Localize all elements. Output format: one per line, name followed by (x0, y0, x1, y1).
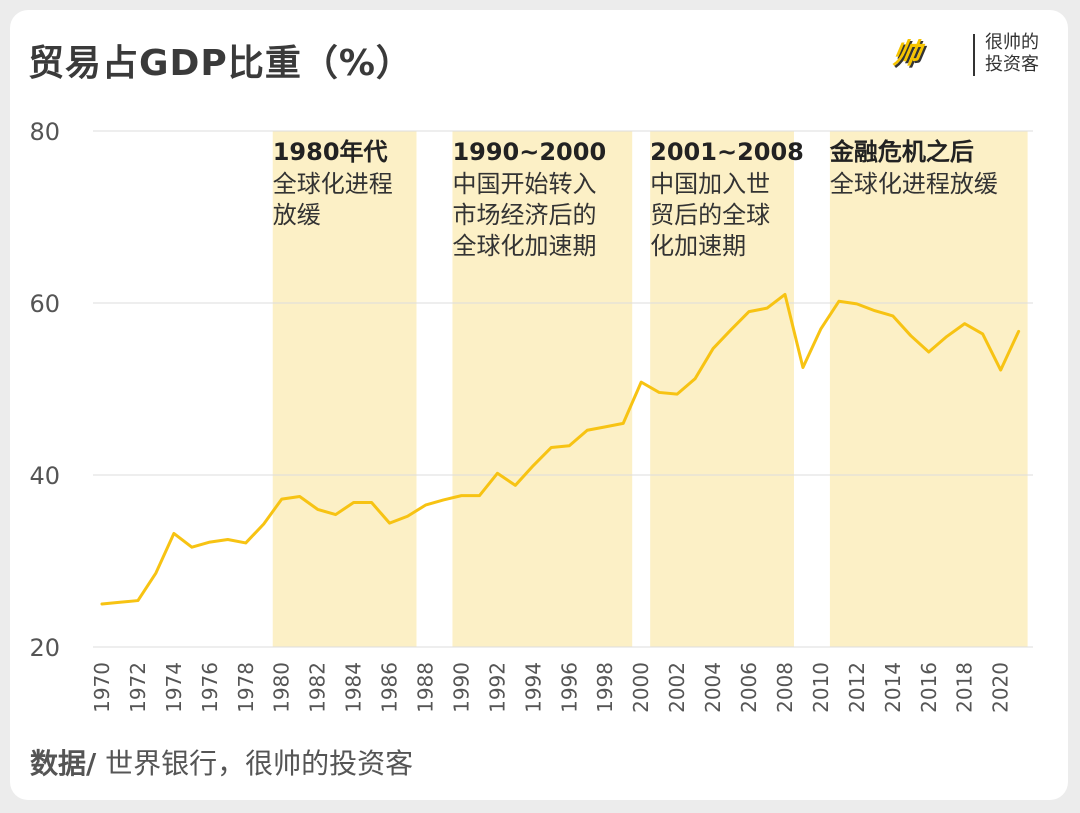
x-tick-label-1986: 1986 (378, 662, 402, 713)
x-tick-label-1988: 1988 (414, 662, 438, 713)
y-tick-label-40: 40 (29, 462, 60, 490)
x-tick-label-2010: 2010 (809, 662, 833, 713)
x-tick-label-1982: 1982 (306, 662, 330, 713)
logo-text: 很帅的 投资客 (985, 32, 1039, 76)
y-tick-label-20: 20 (29, 634, 60, 662)
x-tick-label-2002: 2002 (665, 662, 689, 713)
x-tick-label-2000: 2000 (629, 662, 653, 713)
annotation-title-3: 金融危机之后 (829, 138, 974, 166)
x-tick-label-1992: 1992 (485, 662, 509, 713)
x-tick-label-1994: 1994 (521, 662, 545, 713)
x-tick-label-1974: 1974 (162, 662, 186, 713)
logo-divider (973, 34, 975, 76)
x-tick-label-1990: 1990 (449, 662, 473, 713)
annotation-line-2-1: 贸后的全球 (650, 201, 770, 229)
annotation-line-0-0: 全球化进程 (273, 170, 393, 198)
x-tick-label-2004: 2004 (701, 662, 725, 713)
y-tick-label-80: 80 (29, 118, 60, 146)
logo-text-line2: 投资客 (985, 54, 1039, 75)
chart-title: 贸易占GDP比重（%） (28, 43, 413, 84)
period-band-1 (452, 131, 633, 647)
annotation-line-1-1: 市场经济后的 (452, 201, 596, 229)
x-tick-label-2006: 2006 (737, 662, 761, 713)
y-tick-label-60: 60 (29, 290, 60, 318)
x-tick-label-1976: 1976 (198, 662, 222, 713)
logo-text-line1: 很帅的 (985, 32, 1039, 53)
annotation-line-0-1: 放缓 (273, 201, 321, 229)
period-band-0 (272, 131, 417, 647)
x-tick-label-1984: 1984 (342, 662, 366, 713)
annotation-line-2-2: 化加速期 (650, 232, 746, 260)
annotation-line-1-0: 中国开始转入 (452, 170, 596, 198)
x-tick-label-2012: 2012 (845, 662, 869, 713)
source-label: 数据/ (30, 747, 97, 780)
x-tick-label-1980: 1980 (270, 662, 294, 713)
annotation-line-2-0: 中国加入世 (650, 170, 770, 198)
annotation-line-1-2: 全球化加速期 (452, 232, 596, 260)
series-line (100, 292, 1021, 606)
x-tick-label-2008: 2008 (773, 662, 797, 713)
source-note: 数据/ 世界银行，很帅的投资客 (30, 742, 413, 782)
x-tick-label-1996: 1996 (557, 662, 581, 713)
annotation-title-1: 1990~2000 (452, 138, 606, 166)
annotation-title-2: 2001~2008 (650, 138, 804, 166)
period-band-3 (829, 131, 1028, 647)
x-tick-label-1970: 1970 (90, 662, 114, 713)
x-tick-label-2020: 2020 (989, 662, 1013, 713)
source-text: 世界银行，很帅的投资客 (105, 747, 414, 780)
x-tick-label-2018: 2018 (953, 662, 977, 713)
period-band-2 (650, 131, 794, 647)
x-tick-label-1972: 1972 (126, 662, 150, 713)
x-tick-label-1998: 1998 (593, 662, 617, 713)
x-tick-label-1978: 1978 (234, 662, 258, 713)
brand-logo: 帅 很帅的 投资客 (890, 32, 1063, 80)
annotation-line-3-0: 全球化进程放缓 (830, 170, 998, 198)
x-tick-label-2016: 2016 (917, 662, 941, 713)
x-tick-label-2014: 2014 (881, 662, 905, 713)
annotation-title-0: 1980年代 (273, 138, 388, 166)
